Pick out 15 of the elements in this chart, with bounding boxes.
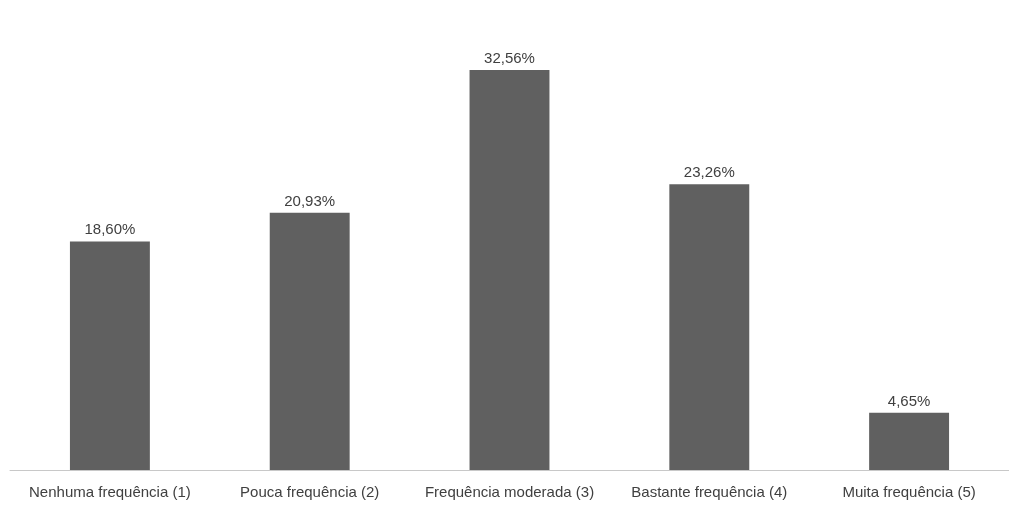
- bar: [869, 412, 950, 470]
- data-label: 32,56%: [484, 48, 535, 66]
- x-tick-label: Frequência moderada (3): [424, 483, 595, 500]
- x-tick-label: Bastante frequência (4): [631, 483, 788, 500]
- bar: [269, 212, 350, 470]
- bar: [69, 241, 150, 470]
- data-label: 23,26%: [683, 163, 735, 181]
- data-label: 18,60%: [84, 220, 136, 238]
- x-tick-label: Nenhuma frequência (1): [29, 483, 191, 500]
- data-label: 4,65%: [887, 391, 931, 409]
- bar: [469, 69, 550, 470]
- data-label: 20,93%: [284, 191, 336, 209]
- x-tick-label: Muita frequência (5): [842, 483, 976, 500]
- bar: [669, 184, 750, 470]
- x-tick-label: Pouca frequência (2): [240, 483, 380, 500]
